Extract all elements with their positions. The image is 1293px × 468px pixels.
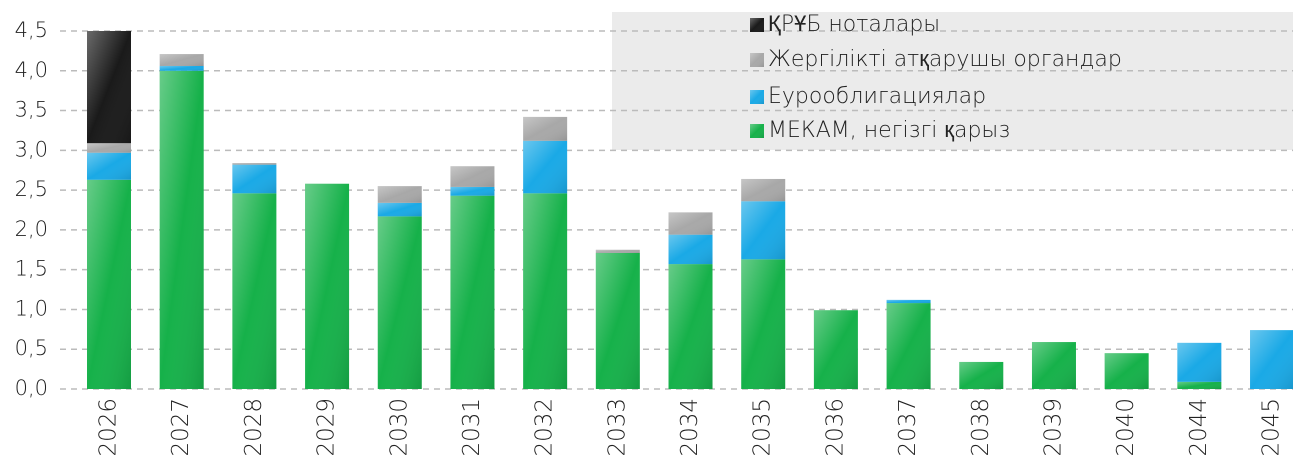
bar-shade [159,66,204,71]
x-tick-label: 2039 [1040,398,1066,457]
x-tick-label: 2038 [968,398,994,457]
bar-shade [450,166,495,187]
bar-shade [450,186,495,196]
y-tick-label: 2,0 [15,217,48,241]
bar-shade [668,234,713,265]
legend: ҚРҰБ ноталары Жергілікті атқарушы органда… [750,12,1122,143]
bar-shade [886,303,931,389]
x-tick-label: 2040 [1113,398,1139,457]
legend-marker-shade [750,18,764,32]
bar-shade [1177,342,1222,382]
y-tick-label: 0,0 [15,376,48,400]
bar-shade [523,116,568,141]
bar-shade [1177,381,1222,389]
bars: 2026 2027 2028 2029 2030 2031 2032 2033 2034 2035… [87,31,1293,457]
x-tick-label: 2026 [96,398,122,457]
bar-shade [523,140,568,194]
bar-shade [87,152,131,180]
legend-box [612,12,1293,150]
legend-marker-shade [750,124,764,138]
bar-shade [1031,342,1076,389]
bar-shade [668,212,713,235]
bar-shade [87,143,131,153]
x-tick-label: 2028 [241,398,267,457]
bar-shade [741,259,786,389]
legend-label: Еурооблигациялар [768,84,986,109]
y-tick-label: 1,5 [15,257,48,281]
bar-shade [959,361,1004,389]
x-tick-label: 2037 [895,398,921,457]
x-tick-label: 2027 [168,398,194,457]
bar-shade [1104,353,1149,389]
x-tick-label: 2032 [532,398,558,457]
y-tick-label: 3,0 [15,137,48,161]
y-tick-label: 0,5 [15,336,48,360]
bar-shade [87,31,131,144]
bar-shade [159,70,204,390]
legend-label: МЕКАМ, негізгі қарыз [768,118,1010,143]
bar-shade [595,249,640,253]
bar-shade [813,310,858,389]
x-tick-label: 2045 [1259,398,1285,457]
legend-marker-shade [750,53,764,67]
bar-shade [886,299,931,304]
y-tick-label: 4,0 [15,58,48,82]
x-tick-label: 2030 [386,398,412,457]
bar-shade [741,178,786,202]
legend-marker-shade [750,90,764,104]
legend-label: Жергілікті атқарушы органдар [768,47,1122,72]
y-tick-label: 1,0 [15,296,48,320]
x-tick-label: 2031 [459,398,485,457]
bar-shade [305,183,350,389]
bar-shade [377,216,422,389]
y-tick-label: 4,5 [15,18,48,42]
x-tick-label: 2036 [822,398,848,457]
y-tick-label: 3,5 [15,98,48,122]
x-tick-label: 2029 [314,398,340,457]
x-tick-label: 2033 [604,398,630,457]
legend-label: ҚРҰБ ноталары [768,12,940,37]
bar-shade [377,186,422,203]
x-tick-label: 2044 [1186,398,1212,457]
bar-shade [450,195,495,389]
x-tick-label: 2034 [677,398,703,457]
y-tick-label: 2,5 [15,177,48,201]
bar-shade [523,193,568,389]
bar-shade [87,179,131,389]
bar-shade [159,54,204,67]
x-tick-label: 2035 [750,398,776,457]
bar-shade [232,164,277,194]
bar-shade [741,201,786,260]
bar-shade [232,163,277,165]
bar-shade [595,252,640,389]
bar-shade [232,193,277,389]
bar-shade [1250,330,1293,389]
bar-shade [377,202,422,217]
bar-shade [668,264,713,389]
